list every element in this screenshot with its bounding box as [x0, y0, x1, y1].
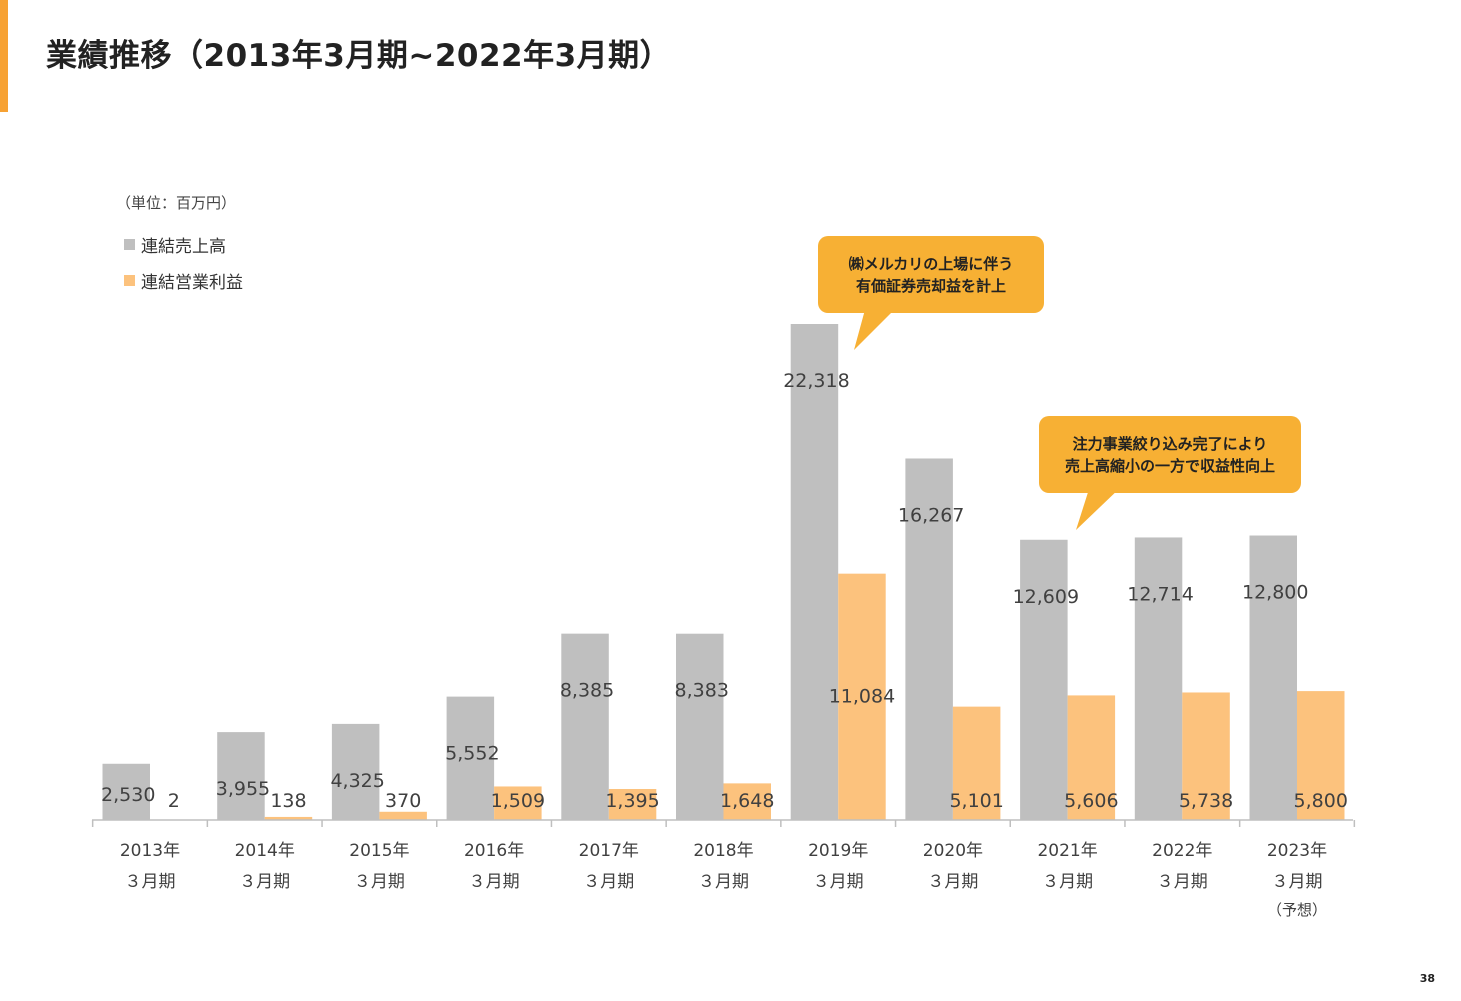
bar-operating-profit	[608, 788, 657, 820]
category-label-period: ３月期	[469, 872, 520, 892]
category-label-period: ３月期	[239, 872, 290, 892]
data-label-operating-profit: 138	[270, 790, 306, 812]
legend-swatch-revenue	[124, 238, 135, 250]
legend: 連結売上高 連結営業利益	[124, 226, 243, 298]
bar-revenue	[331, 723, 380, 820]
legend-label-revenue: 連結売上高	[141, 236, 226, 257]
bar-operating-profit	[1297, 691, 1345, 820]
bar-revenue	[446, 696, 495, 820]
category-label-period: ３月期	[583, 872, 634, 892]
data-label-revenue: 2,530	[101, 784, 155, 806]
data-label-operating-profit: 5,738	[1179, 790, 1233, 812]
bar-revenue	[790, 324, 839, 820]
callout-listing-line-1: ㈱メルカリの上場に伴う	[848, 254, 1014, 273]
bar-revenue	[102, 763, 150, 820]
bar-revenue	[561, 633, 609, 820]
category-label-year: 2017年	[579, 841, 639, 861]
callout-listing-gain: ㈱メルカリの上場に伴う 有価証券売却益を計上	[818, 236, 1044, 313]
page-number: 38	[1419, 972, 1435, 985]
data-label-operating-profit: 5,800	[1294, 790, 1348, 812]
data-label-revenue: 8,383	[675, 680, 729, 702]
data-label-revenue: 8,385	[560, 680, 614, 702]
data-label-operating-profit: 2	[168, 790, 180, 812]
bar-operating-profit	[1067, 695, 1116, 820]
category-label-year: 2021年	[1037, 841, 1097, 861]
callout-profitability-line-1: 注力事業絞り込み完了により	[1072, 434, 1268, 453]
bar-revenue	[905, 458, 953, 820]
data-label-operating-profit: 11,084	[829, 686, 895, 708]
callout-listing-line-2: 有価証券売却益を計上	[855, 276, 1006, 295]
unit-label: （単位：百万円）	[116, 194, 237, 212]
callout-profitability-line-2: 売上高縮小の一方で収益性向上	[1064, 456, 1275, 475]
data-label-operating-profit: 1,395	[605, 790, 659, 812]
bar-revenue	[217, 732, 265, 820]
bar-operating-profit	[494, 786, 542, 820]
bar-revenue	[1249, 535, 1297, 820]
data-label-operating-profit: 1,509	[491, 790, 545, 812]
title-accent-bar	[0, 0, 8, 112]
bar-operating-profit	[838, 573, 886, 820]
bar-operating-profit	[952, 706, 1001, 820]
category-label-note: （予想）	[1267, 901, 1327, 919]
category-label-period: ３月期	[927, 872, 978, 892]
category-label-year: 2018年	[693, 841, 753, 861]
category-label-period: ３月期	[354, 872, 405, 892]
category-label-year: 2016年	[464, 841, 524, 861]
bar-operating-profit	[379, 811, 427, 820]
category-label-period: ３月期	[1272, 872, 1323, 892]
bar-revenue	[1134, 537, 1183, 820]
data-label-revenue: 16,267	[898, 504, 964, 526]
category-label-year: 2023年	[1267, 841, 1327, 861]
data-label-operating-profit: 370	[385, 790, 421, 812]
legend-item-revenue: 連結売上高	[124, 226, 243, 262]
category-label-period: ３月期	[1042, 872, 1093, 892]
data-label-revenue: 5,552	[445, 743, 499, 765]
category-label-period: ３月期	[1157, 872, 1208, 892]
data-label-revenue: 22,318	[783, 370, 849, 392]
category-label-year: 2019年	[808, 841, 868, 861]
legend-label-operating-profit: 連結営業利益	[141, 272, 243, 293]
data-label-operating-profit: 5,101	[949, 790, 1003, 812]
data-label-revenue: 3,955	[216, 778, 270, 800]
bar-operating-profit	[723, 783, 771, 820]
callout-tail-profitability	[1076, 486, 1122, 530]
data-label-operating-profit: 1,648	[720, 790, 774, 812]
data-label-revenue: 12,609	[1013, 586, 1079, 608]
category-label-period: ３月期	[125, 872, 176, 892]
callout-profitability: 注力事業絞り込み完了により 売上高縮小の一方で収益性向上	[1039, 416, 1301, 493]
category-label-year: 2020年	[923, 841, 983, 861]
bar-operating-profit	[1182, 692, 1230, 820]
data-label-operating-profit: 5,606	[1064, 790, 1118, 812]
data-label-revenue: 4,325	[330, 770, 384, 792]
category-label-year: 2022年	[1152, 841, 1212, 861]
bar-revenue	[676, 633, 724, 820]
category-label-year: 2013年	[120, 841, 180, 861]
bar-revenue	[1020, 539, 1068, 820]
category-label-period: ３月期	[813, 872, 864, 892]
category-label-period: ３月期	[698, 872, 749, 892]
page-title: 業績推移（2013年3月期~2022年3月期）	[46, 38, 672, 74]
category-label-year: 2015年	[349, 841, 409, 861]
category-label-year: 2014年	[235, 841, 295, 861]
legend-item-operating-profit: 連結営業利益	[124, 262, 243, 298]
data-label-revenue: 12,714	[1127, 583, 1193, 605]
callout-tail-listing	[854, 306, 898, 350]
legend-swatch-operating-profit	[124, 274, 135, 286]
bar-operating-profit	[264, 816, 313, 820]
data-label-revenue: 12,800	[1242, 582, 1308, 604]
